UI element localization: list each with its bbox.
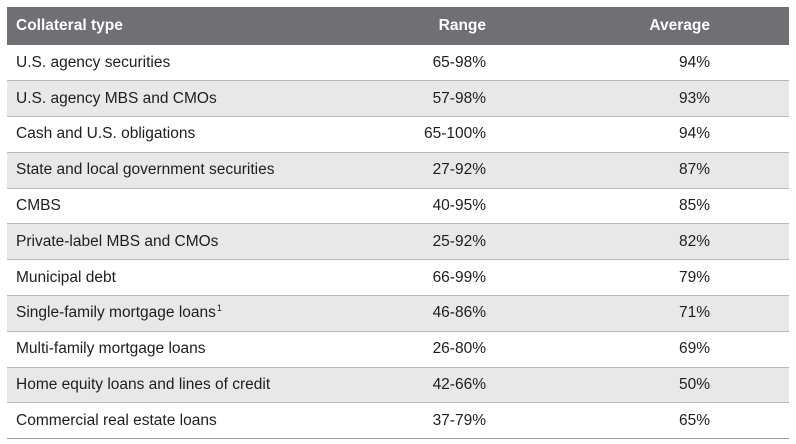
table-row: U.S. agency MBS and CMOs 57-98% 93% [7, 80, 789, 117]
collateral-type-label: U.S. agency MBS and CMOs [16, 89, 217, 107]
cell-collateral-type: U.S. agency securities [7, 45, 369, 81]
cell-collateral-type: Single-family mortgage loans1 [7, 296, 369, 332]
cell-average: 69% [678, 340, 710, 358]
cell-range: 65-98% [432, 53, 486, 71]
cell-collateral-type: CMBS [7, 188, 369, 224]
table-header: Collateral type Range Average [7, 7, 789, 45]
collateral-table: Collateral type Range Average U.S. agenc… [7, 7, 789, 439]
table-row: Home equity loans and lines of credit 42-… [7, 367, 789, 403]
collateral-type-label: State and local government securities [16, 161, 275, 179]
collateral-type-label: Commercial real estate loans [16, 411, 217, 429]
cell-collateral-type: Home equity loans and lines of credit [7, 367, 369, 403]
table-row: U.S. agency securities 65-98% 94% [7, 45, 789, 81]
cell-range: 65-100% [423, 125, 486, 143]
cell-collateral-type: Cash and U.S. obligations [7, 117, 369, 153]
table-row: Multi-family mortgage loans 26-80% 69% [7, 331, 789, 368]
table-row: Cash and U.S. obligations 65-100% 94% [7, 116, 789, 153]
cell-collateral-type: State and local government securities [7, 152, 369, 188]
cell-collateral-type: U.S. agency MBS and CMOs [7, 81, 369, 117]
cell-range: 57-98% [432, 89, 486, 107]
table-row: Private-label MBS and CMOs 25-92% 82% [7, 223, 789, 260]
cell-range: 66-99% [432, 268, 486, 286]
cell-range: 46-86% [432, 304, 486, 322]
table-row: CMBS 40-95% 85% [7, 188, 789, 224]
cell-average: 87% [678, 161, 710, 179]
cell-collateral-type: Multi-family mortgage loans [7, 331, 369, 367]
cell-average: 82% [678, 232, 710, 250]
collateral-type-label: U.S. agency securities [16, 53, 171, 71]
collateral-table-container: Collateral type Range Average U.S. agenc… [7, 7, 789, 439]
cell-collateral-type: Municipal debt [7, 260, 369, 296]
table-row: Single-family mortgage loans1 46-86% 71% [7, 295, 789, 332]
header-range: Range [438, 17, 486, 34]
table-row: Commercial real estate loans 37-79% 65% [7, 402, 789, 439]
header-average: Average [649, 17, 710, 34]
table-row: State and local government securities 27-… [7, 152, 789, 189]
table-row: Municipal debt 66-99% 79% [7, 259, 789, 296]
collateral-type-label: Single-family mortgage loans [16, 304, 216, 322]
cell-average: 93% [678, 89, 710, 107]
cell-average: 65% [678, 411, 710, 429]
cell-collateral-type: Private-label MBS and CMOs [7, 224, 369, 260]
collateral-type-label: Private-label MBS and CMOs [16, 232, 219, 250]
collateral-type-label: Municipal debt [16, 268, 116, 286]
cell-average: 94% [678, 125, 710, 143]
header-row: Collateral type Range Average [7, 7, 789, 45]
cell-average: 71% [678, 304, 710, 322]
cell-range: 25-92% [432, 232, 486, 250]
collateral-type-label: CMBS [16, 197, 61, 215]
header-collateral-type: Collateral type [16, 17, 123, 34]
cell-range: 42-66% [432, 376, 486, 394]
cell-average: 50% [678, 376, 710, 394]
cell-average: 85% [678, 197, 710, 215]
cell-range: 26-80% [432, 340, 486, 358]
table-body: U.S. agency securities 65-98% 94% U.S. agen… [7, 45, 789, 439]
cell-range: 40-95% [432, 197, 486, 215]
footnote-marker: 1 [216, 303, 222, 314]
cell-average: 94% [678, 53, 710, 71]
collateral-type-label: Home equity loans and lines of credit [16, 376, 271, 394]
collateral-type-label: Cash and U.S. obligations [16, 125, 196, 143]
cell-range: 37-79% [432, 411, 486, 429]
cell-range: 27-92% [432, 161, 486, 179]
collateral-type-label: Multi-family mortgage loans [16, 340, 206, 358]
cell-collateral-type: Commercial real estate loans [7, 403, 369, 439]
cell-average: 79% [678, 268, 710, 286]
